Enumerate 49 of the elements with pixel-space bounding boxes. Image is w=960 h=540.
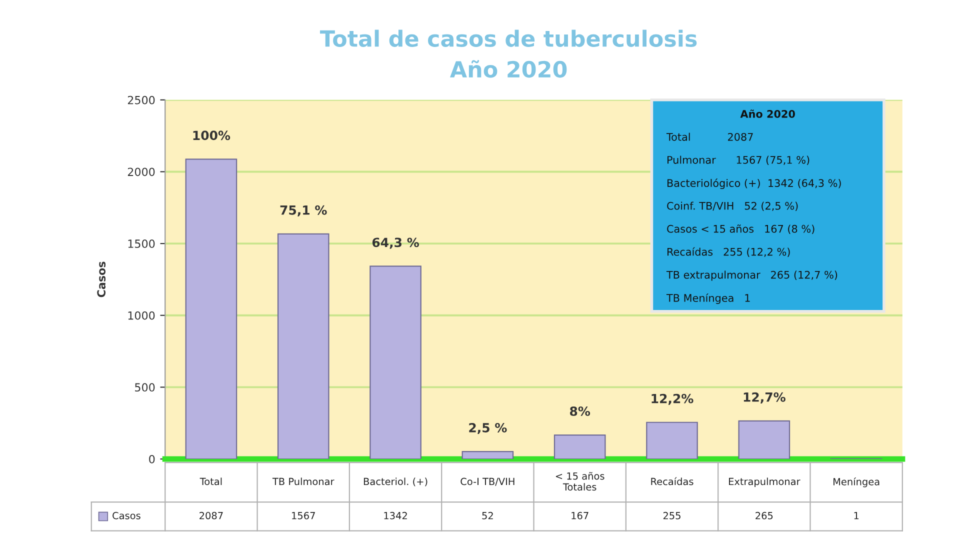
annotation: 8% <box>570 406 590 416</box>
x-tick-label: Total <box>200 478 222 486</box>
annotation: Recaídas 255 (12,2 %) <box>667 247 790 257</box>
data-label: 2087 <box>200 512 223 520</box>
annotation: 75,1 % <box>280 205 327 216</box>
data-label: 52 <box>482 512 493 520</box>
y-tick-label: 2500 <box>128 96 155 104</box>
x-tick-label: Extrapulmonar <box>728 478 800 488</box>
y-axis-title: Casos <box>97 262 106 298</box>
data-label: 1567 <box>292 512 315 520</box>
x-tick-label: Bacteriol. (+) <box>364 478 428 486</box>
annotation: Casos < 15 años 167 (8 %) <box>667 224 814 234</box>
x-tick-label: Recaídas <box>651 477 694 486</box>
bar <box>185 158 238 459</box>
annotation: 2,5 % <box>469 422 507 434</box>
annotation: TB extrapulmonar 265 (12,7 %) <box>666 270 838 281</box>
legend-label: Casos <box>112 512 140 520</box>
x-tick-label: Meníngea <box>834 477 880 488</box>
bar <box>462 450 514 459</box>
bar <box>277 233 330 459</box>
y-tick-label: 0 <box>149 454 155 464</box>
bar <box>646 422 698 459</box>
data-label: 255 <box>663 512 680 520</box>
annotation: Coinf. TB/VIH 52 (2,5 %) <box>667 202 798 212</box>
x-tick-label: TB Pulmonar <box>272 478 334 486</box>
data-label: 167 <box>572 512 588 520</box>
x-tick-label: Co-I TB/VIH <box>460 478 514 486</box>
annotation: 12,7% <box>744 392 786 404</box>
annotation: Bacteriológico (+) 1342 (64,3 %) <box>667 178 841 190</box>
y-tick-label: 1000 <box>128 311 155 320</box>
annotation: 64,3 % <box>372 238 419 249</box>
y-tick-label: 2000 <box>128 168 155 176</box>
text: Año 2020 <box>450 60 567 78</box>
text: Año 2020 <box>740 110 795 118</box>
x-tick-label: < 15 años Totales <box>556 472 604 491</box>
bar <box>554 434 606 459</box>
y-tick-label: 500 <box>135 383 155 392</box>
data-label: 265 <box>756 512 773 520</box>
annotation: 100% <box>193 130 230 140</box>
y-tick-label: 1500 <box>128 240 155 248</box>
bar <box>370 266 422 459</box>
chart-title: Total de casos de tuberculosis <box>320 30 697 47</box>
annotation: Pulmonar 1567 (75,1 %) <box>667 156 810 166</box>
data-label: 1 <box>854 512 859 520</box>
annotation: 12,2% <box>652 394 694 405</box>
annotation: Total 2087 <box>666 132 753 141</box>
bar <box>738 420 790 459</box>
data-label: 1342 <box>384 512 407 520</box>
annotation: TB Meníngea 1 <box>666 293 750 304</box>
